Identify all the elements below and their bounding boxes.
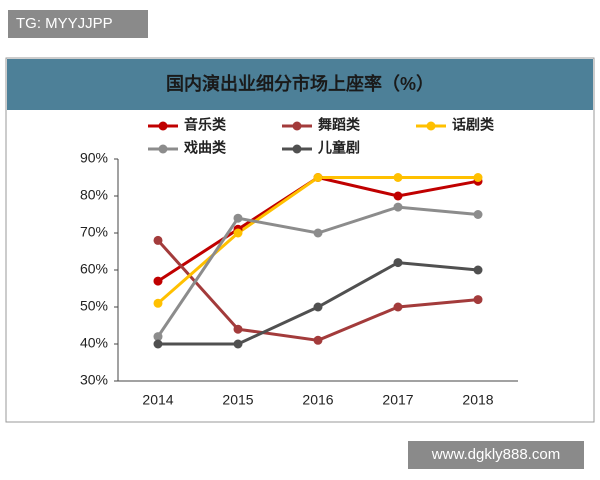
- y-tick-label: 50%: [80, 298, 108, 314]
- point: [233, 213, 243, 223]
- point: [473, 265, 483, 275]
- legend-marker: [158, 144, 168, 154]
- legend-marker: [426, 121, 436, 131]
- point: [473, 295, 483, 305]
- point: [153, 276, 163, 286]
- x-tick-label: 2015: [222, 392, 253, 408]
- x-tick-label: 2016: [302, 392, 333, 408]
- y-tick-label: 90%: [80, 150, 108, 166]
- point: [393, 202, 403, 212]
- legend-label: 话剧类: [452, 117, 495, 133]
- point: [153, 332, 163, 342]
- point: [233, 339, 243, 349]
- watermark: TG: MYYJJPP: [8, 10, 148, 38]
- point: [153, 298, 163, 308]
- y-tick-label: 40%: [80, 335, 108, 351]
- point: [393, 191, 403, 201]
- point: [473, 173, 483, 182]
- point: [153, 339, 163, 349]
- point: [313, 173, 323, 182]
- watermark: www.dgkly888.com: [408, 441, 584, 469]
- title-bar: [7, 59, 593, 110]
- point: [233, 228, 243, 238]
- point: [153, 235, 163, 245]
- point: [233, 324, 243, 334]
- legend-marker: [292, 121, 302, 131]
- point: [393, 173, 403, 182]
- legend-marker: [292, 144, 302, 154]
- y-tick-label: 30%: [80, 372, 108, 388]
- point: [473, 210, 483, 219]
- x-tick-label: 2017: [382, 392, 413, 408]
- y-tick-label: 60%: [80, 261, 108, 277]
- legend-label: 音乐类: [184, 117, 227, 133]
- legend-marker: [158, 121, 168, 131]
- chart-frame: [5, 57, 595, 423]
- point: [393, 258, 403, 268]
- y-tick-label: 80%: [80, 187, 108, 203]
- y-tick-label: 70%: [80, 224, 108, 240]
- point: [313, 228, 323, 238]
- x-tick-label: 2018: [462, 392, 493, 408]
- legend-label: 舞蹈类: [318, 117, 361, 133]
- point: [313, 335, 323, 345]
- point: [313, 302, 323, 312]
- point: [393, 302, 403, 312]
- legend-label: 戏曲类: [183, 140, 227, 156]
- x-tick-label: 2014: [142, 392, 173, 408]
- legend-label: 儿童剧: [317, 140, 360, 156]
- chart-title: 国内演出业细分市场上座率（%）: [166, 73, 434, 94]
